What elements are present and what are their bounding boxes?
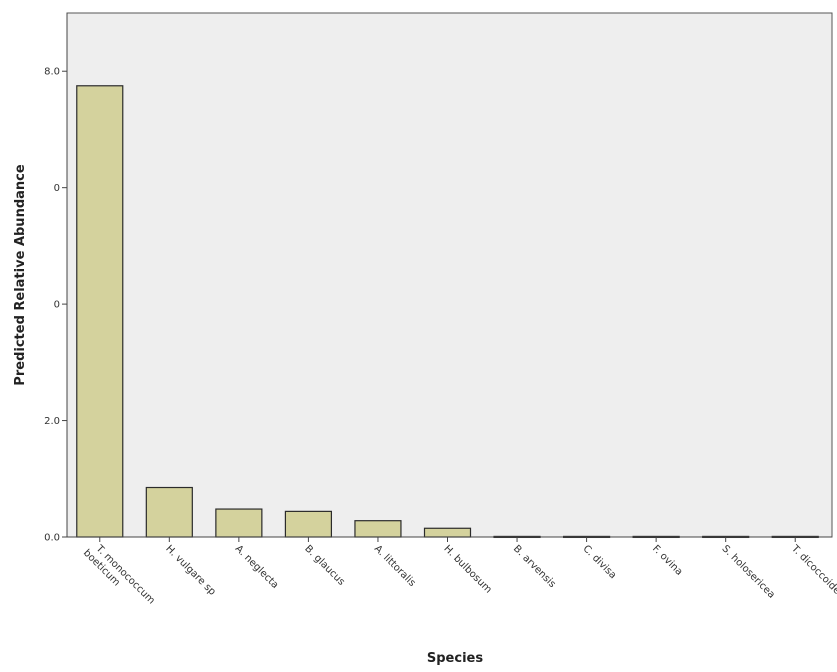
bar xyxy=(354,520,402,538)
x-tick-label: A. littoralis xyxy=(372,543,418,589)
bar xyxy=(76,85,124,538)
bar xyxy=(423,527,472,538)
x-tick-label: A. neglecta xyxy=(233,543,281,591)
x-tick-label: B. glaucus xyxy=(302,543,346,587)
x-tick-label: H. vulgare sp xyxy=(163,543,217,597)
x-tick-label: F. ovina xyxy=(650,543,685,578)
bar xyxy=(145,486,193,538)
y-tick-label: 0 xyxy=(54,183,60,194)
y-tick-label: 2.0 xyxy=(44,416,60,427)
plot-area xyxy=(66,12,833,538)
x-tick-label: C. divisa xyxy=(580,543,618,581)
x-tick-label: S. holosericea xyxy=(720,543,777,600)
x-tick-label: B. arvensis xyxy=(511,543,558,590)
bar xyxy=(284,510,333,538)
y-axis: 0.0 2.0 0 0 8.0 xyxy=(44,13,68,544)
x-tick-label: T. monococcumboeticum xyxy=(81,539,157,615)
x-axis: T. monococcumboeticum H. vulgare sp A. neg… xyxy=(67,536,837,615)
y-tick-label: 8.0 xyxy=(44,67,60,78)
x-axis-title: Species xyxy=(427,651,483,666)
bar xyxy=(215,508,263,538)
x-tick-label: T. dicoccoides xyxy=(788,543,837,601)
y-tick-label: 0.0 xyxy=(44,533,60,544)
y-tick-label: 0 xyxy=(54,300,60,311)
x-tick-label: H. bulbosum xyxy=(441,543,493,595)
y-axis-title: Predicted Relative Abundance xyxy=(13,164,28,386)
